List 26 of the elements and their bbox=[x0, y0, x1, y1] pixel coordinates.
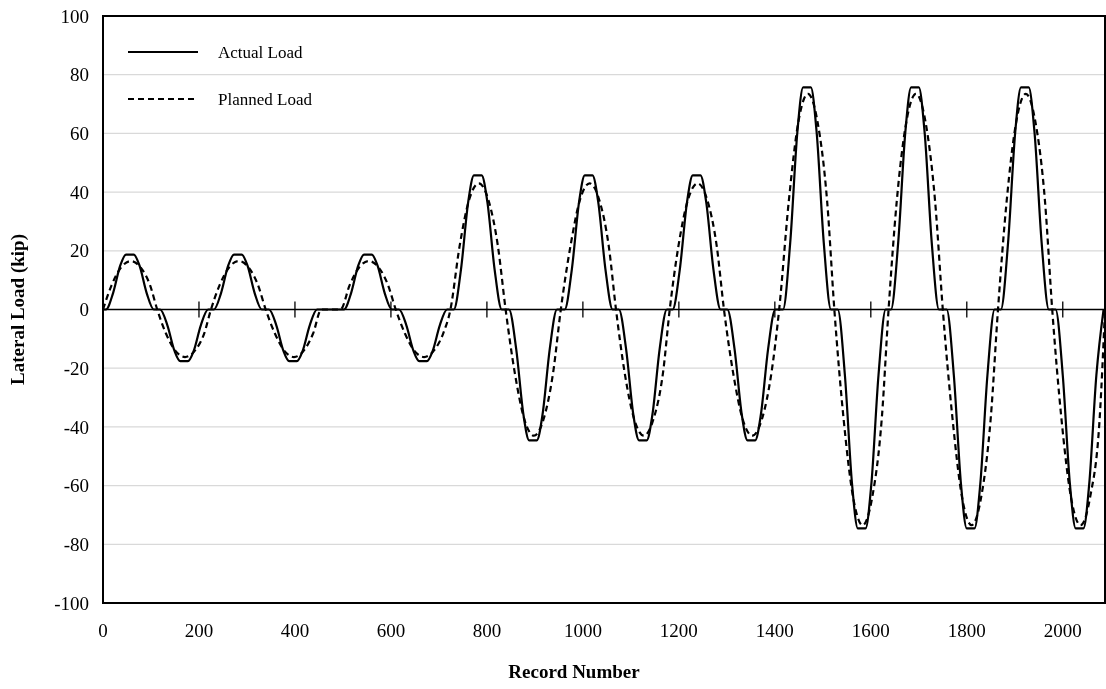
x-axis-title: Record Number bbox=[508, 661, 641, 682]
y-tick-label: 80 bbox=[70, 64, 89, 86]
y-tick-label: 100 bbox=[60, 5, 89, 27]
y-tick-label: 20 bbox=[70, 240, 89, 262]
x-tick-label: 1400 bbox=[755, 620, 794, 641]
y-tick-label: 40 bbox=[70, 181, 89, 203]
y-tick-label: 60 bbox=[70, 123, 89, 145]
x-tick-label: 2000 bbox=[1043, 620, 1082, 641]
y-axis-title: Lateral Load (kip) bbox=[7, 234, 29, 385]
legend-label: Planned Load bbox=[218, 89, 313, 109]
x-tick-label: 400 bbox=[280, 620, 310, 641]
x-tick-label: 600 bbox=[376, 620, 406, 641]
x-tick-label: 1000 bbox=[563, 620, 602, 641]
x-tick-label: 1600 bbox=[851, 620, 890, 641]
x-tick-label: 200 bbox=[184, 620, 214, 641]
y-tick-label: -40 bbox=[63, 416, 89, 438]
x-tick-label: 0 bbox=[98, 620, 108, 641]
y-tick-label: -80 bbox=[63, 533, 89, 555]
y-tick-label: 0 bbox=[79, 299, 89, 321]
x-tick-label: 1800 bbox=[947, 620, 986, 641]
legend-label: Actual Load bbox=[218, 42, 303, 62]
y-tick-label: -20 bbox=[63, 357, 89, 379]
y-tick-label: -100 bbox=[54, 592, 89, 614]
y-tick-label: -60 bbox=[63, 475, 89, 497]
x-tick-label: 800 bbox=[472, 620, 502, 641]
x-tick-label: 1200 bbox=[659, 620, 698, 641]
